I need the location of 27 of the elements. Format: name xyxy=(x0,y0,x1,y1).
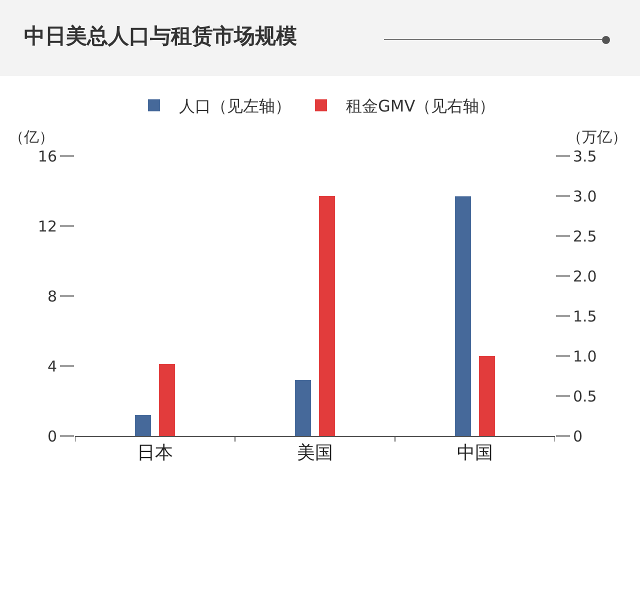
bar xyxy=(455,196,471,436)
bar xyxy=(135,415,151,436)
bar xyxy=(159,364,175,436)
legend-label: 人口（见左轴） xyxy=(179,96,291,116)
bar xyxy=(295,380,311,436)
y-tick-label: 16 xyxy=(38,147,57,166)
y2-axis-title: （万亿） xyxy=(567,128,627,146)
y-tick-label: 8 xyxy=(47,287,57,306)
y-tick-label: 12 xyxy=(38,217,57,236)
y2-tick-label: 2.5 xyxy=(573,227,597,246)
y2-tick-label: 3.5 xyxy=(573,147,597,166)
y2-tick-label: 0.5 xyxy=(573,387,597,406)
x-tick-label: 中国 xyxy=(457,442,493,464)
y2-tick-label: 1.5 xyxy=(573,307,597,326)
y2-tick-label: 0 xyxy=(573,427,583,446)
y2-tick-label: 1.0 xyxy=(573,347,597,366)
y-tick-label: 0 xyxy=(47,427,57,446)
y-axis-title: （亿） xyxy=(9,128,54,146)
x-tick-label: 美国 xyxy=(297,442,333,464)
y2-tick-label: 3.0 xyxy=(573,187,597,206)
chart-title: 中日美总人口与租赁市场规模 xyxy=(24,23,297,50)
y-tick-label: 4 xyxy=(47,357,57,376)
y2-tick-label: 2.0 xyxy=(573,267,597,286)
x-tick-label: 日本 xyxy=(137,442,173,464)
bar xyxy=(319,196,335,436)
legend-label: 租金GMV（见右轴） xyxy=(346,96,496,116)
bar xyxy=(479,356,495,436)
